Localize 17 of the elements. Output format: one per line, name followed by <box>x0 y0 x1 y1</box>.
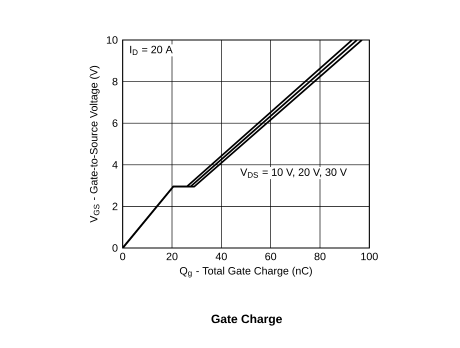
y-tick-label: 0 <box>112 244 118 252</box>
y-tick-label: 6 <box>112 119 118 127</box>
x-tick-label: 80 <box>314 252 326 260</box>
x-axis-title: Q$_{g}$ - Total Gate Charge (nC) <box>180 266 312 278</box>
x-tick-label: 100 <box>361 252 378 260</box>
x-tick-label: 40 <box>216 252 227 260</box>
y-tick-label: 10 <box>106 36 118 44</box>
y-tick-label: 2 <box>112 202 118 210</box>
x-tick-label: 60 <box>265 252 276 260</box>
y-tick-label: 4 <box>112 161 118 168</box>
y-tick-label: 8 <box>112 78 118 86</box>
annotation: V$_{DS}$ = 10 V, 20 V, 30 V <box>240 168 347 178</box>
y-axis-title: V$_{GS}$ - Gate-to-Source Voltage (V) <box>90 66 100 223</box>
text: Gate Charge <box>211 314 282 326</box>
x-tick-label: 0 <box>120 252 126 260</box>
x-tick-label: 20 <box>166 252 178 260</box>
annotation: I$_{D}$ = 20 A <box>130 46 173 56</box>
